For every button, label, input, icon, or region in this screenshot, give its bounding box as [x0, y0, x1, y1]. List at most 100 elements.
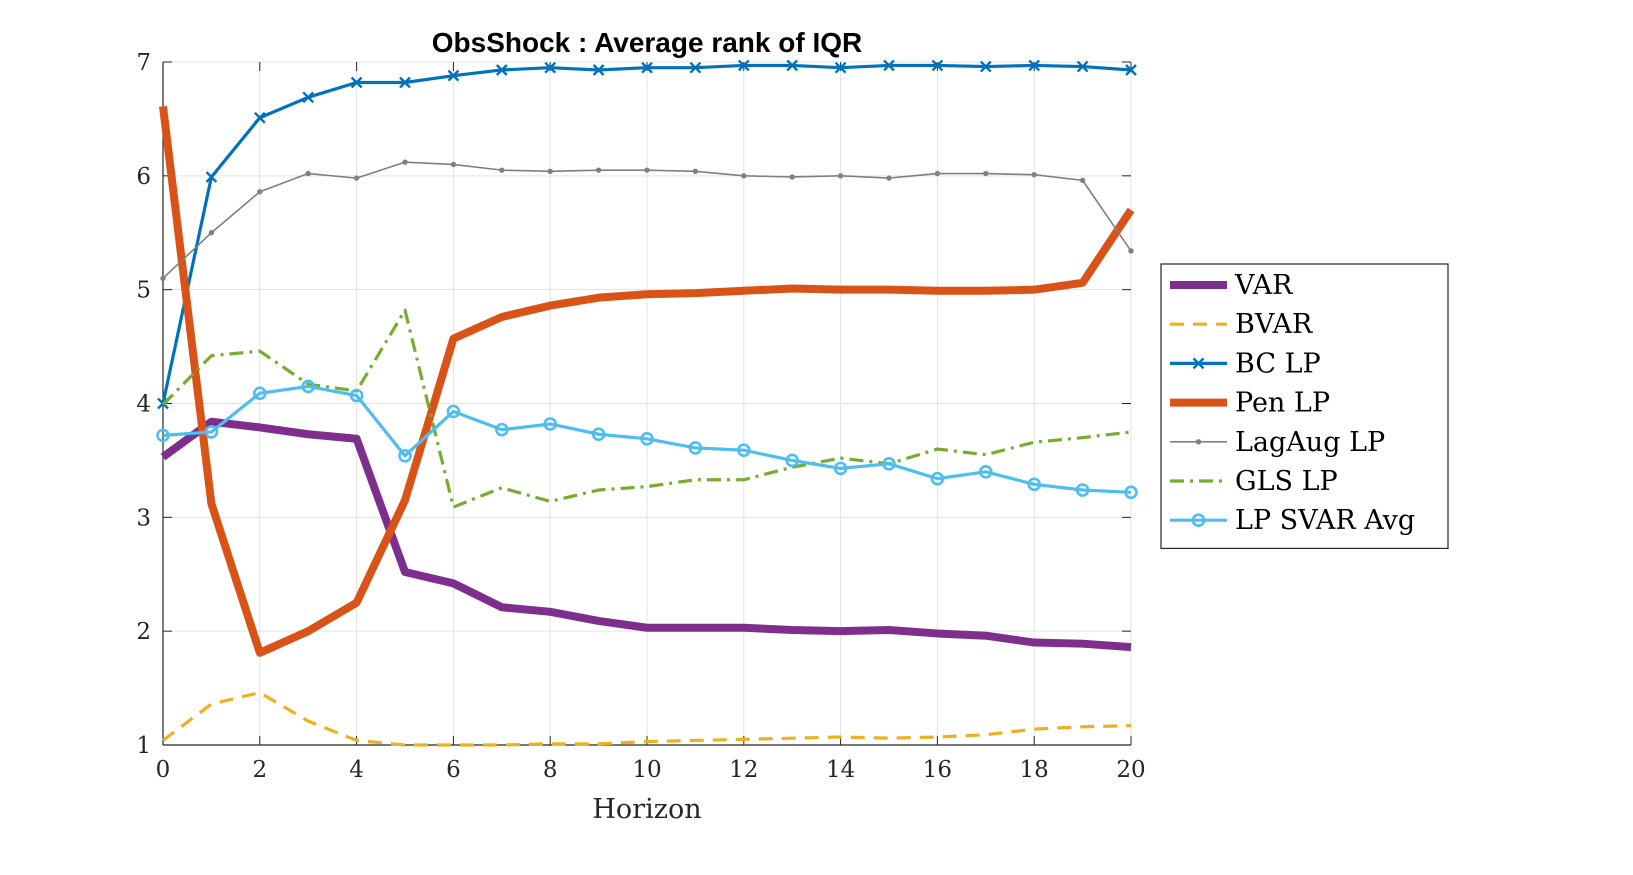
legend-label: VAR: [1234, 270, 1293, 301]
data-point: [934, 170, 941, 177]
legend-item: VAR: [1170, 270, 1293, 301]
y-tick-label: 7: [136, 50, 151, 76]
data-point: [494, 422, 509, 437]
data-point: [834, 61, 847, 74]
x-tick-label: 20: [1116, 757, 1145, 783]
data-point: [640, 431, 654, 446]
x-tick-label: 18: [1020, 757, 1049, 783]
series-pen-lp: [159, 105, 1135, 657]
legend-item: Pen LP: [1170, 388, 1330, 419]
legend-label: LP SVAR Avg: [1235, 505, 1415, 536]
data-point: [692, 168, 699, 174]
series-gls-lp: [161, 308, 1132, 509]
data-point: [591, 427, 606, 442]
data-point: [736, 443, 751, 457]
data-point: [1128, 248, 1134, 254]
x-tick-label: 12: [729, 757, 758, 783]
data-point: [302, 91, 315, 104]
x-tick-label: 10: [632, 757, 661, 783]
series-line-lp-svar-avg: [162, 384, 1132, 494]
series-var: [160, 417, 1132, 652]
data-point: [983, 170, 989, 177]
x-tick-label: 4: [349, 757, 364, 783]
data-point: [446, 404, 461, 419]
y-tick-label: 1: [136, 733, 151, 759]
legend-label: LagAug LP: [1235, 427, 1385, 458]
series-bvar: [162, 691, 1132, 747]
data-point: [349, 388, 364, 403]
legend: VAR BVAR BC LP Pen LP LagAug LP GLS LP LP SVAR…: [1160, 263, 1449, 549]
data-point: [882, 457, 896, 471]
series-line-pen-lp: [159, 105, 1135, 657]
y-tick-label: 4: [136, 392, 151, 418]
chart-title: ObsShock : Average rank of IQR: [432, 27, 863, 58]
data-point: [833, 461, 848, 476]
data-point: [350, 76, 363, 89]
data-point: [543, 417, 558, 431]
x-tick-label: 6: [446, 757, 461, 783]
legend-label: Pen LP: [1235, 388, 1330, 419]
data-point: [641, 61, 653, 74]
x-tick-label: 16: [923, 757, 952, 783]
data-point: [495, 64, 508, 76]
series-group: [156, 59, 1138, 747]
y-tick-label: 6: [136, 164, 151, 190]
data-point: [399, 76, 411, 89]
data-point: [450, 161, 457, 168]
data-point: [398, 449, 412, 463]
x-tick-label: 2: [252, 757, 267, 783]
legend-item: LP SVAR Avg: [1170, 505, 1415, 536]
data-point: [737, 59, 750, 72]
data-point: [499, 167, 505, 173]
series-lp-svar-avg: [156, 379, 1138, 500]
data-point: [1031, 171, 1037, 178]
series-bc-lp: [157, 59, 1137, 410]
data-point: [205, 171, 218, 183]
data-point: [741, 173, 747, 179]
data-point: [1075, 483, 1090, 497]
data-point: [785, 453, 800, 468]
data-point: [204, 425, 219, 439]
legend-item: BVAR: [1170, 309, 1313, 340]
data-point: [1195, 439, 1202, 445]
legend-item: BC LP: [1170, 348, 1321, 379]
legend-item: LagAug LP: [1170, 427, 1385, 458]
data-point: [978, 464, 993, 479]
data-point: [883, 59, 895, 72]
y-tick-label: 5: [136, 278, 151, 304]
data-point: [305, 170, 311, 177]
data-point: [689, 61, 702, 74]
data-point: [1125, 64, 1137, 76]
data-point: [1124, 485, 1138, 500]
legend-item: GLS LP: [1170, 466, 1338, 497]
y-tick-label: 2: [136, 619, 151, 645]
data-point: [979, 60, 992, 73]
x-tick-label: 14: [826, 757, 855, 783]
data-point: [447, 69, 460, 82]
legend-label: BVAR: [1235, 309, 1313, 340]
data-point: [789, 174, 795, 180]
series-line-bvar: [162, 691, 1132, 747]
data-point: [402, 159, 408, 165]
x-tick-label: 0: [156, 757, 171, 783]
x-axis-label: Horizon: [592, 794, 701, 825]
legend-label: GLS LP: [1235, 466, 1338, 497]
data-point: [595, 167, 602, 173]
data-point: [208, 230, 215, 236]
data-point: [688, 441, 703, 455]
data-point: [837, 173, 844, 179]
series-line-gls-lp: [161, 308, 1132, 509]
data-point: [1192, 357, 1205, 370]
data-point: [1191, 513, 1206, 528]
data-point: [253, 111, 266, 124]
data-point: [544, 61, 557, 74]
data-point: [1027, 477, 1041, 492]
data-point: [156, 428, 170, 443]
data-point: [931, 59, 944, 72]
data-point: [301, 379, 316, 394]
data-point: [1028, 59, 1041, 72]
data-point: [644, 167, 650, 173]
data-point: [547, 168, 553, 174]
data-point: [1079, 177, 1086, 184]
